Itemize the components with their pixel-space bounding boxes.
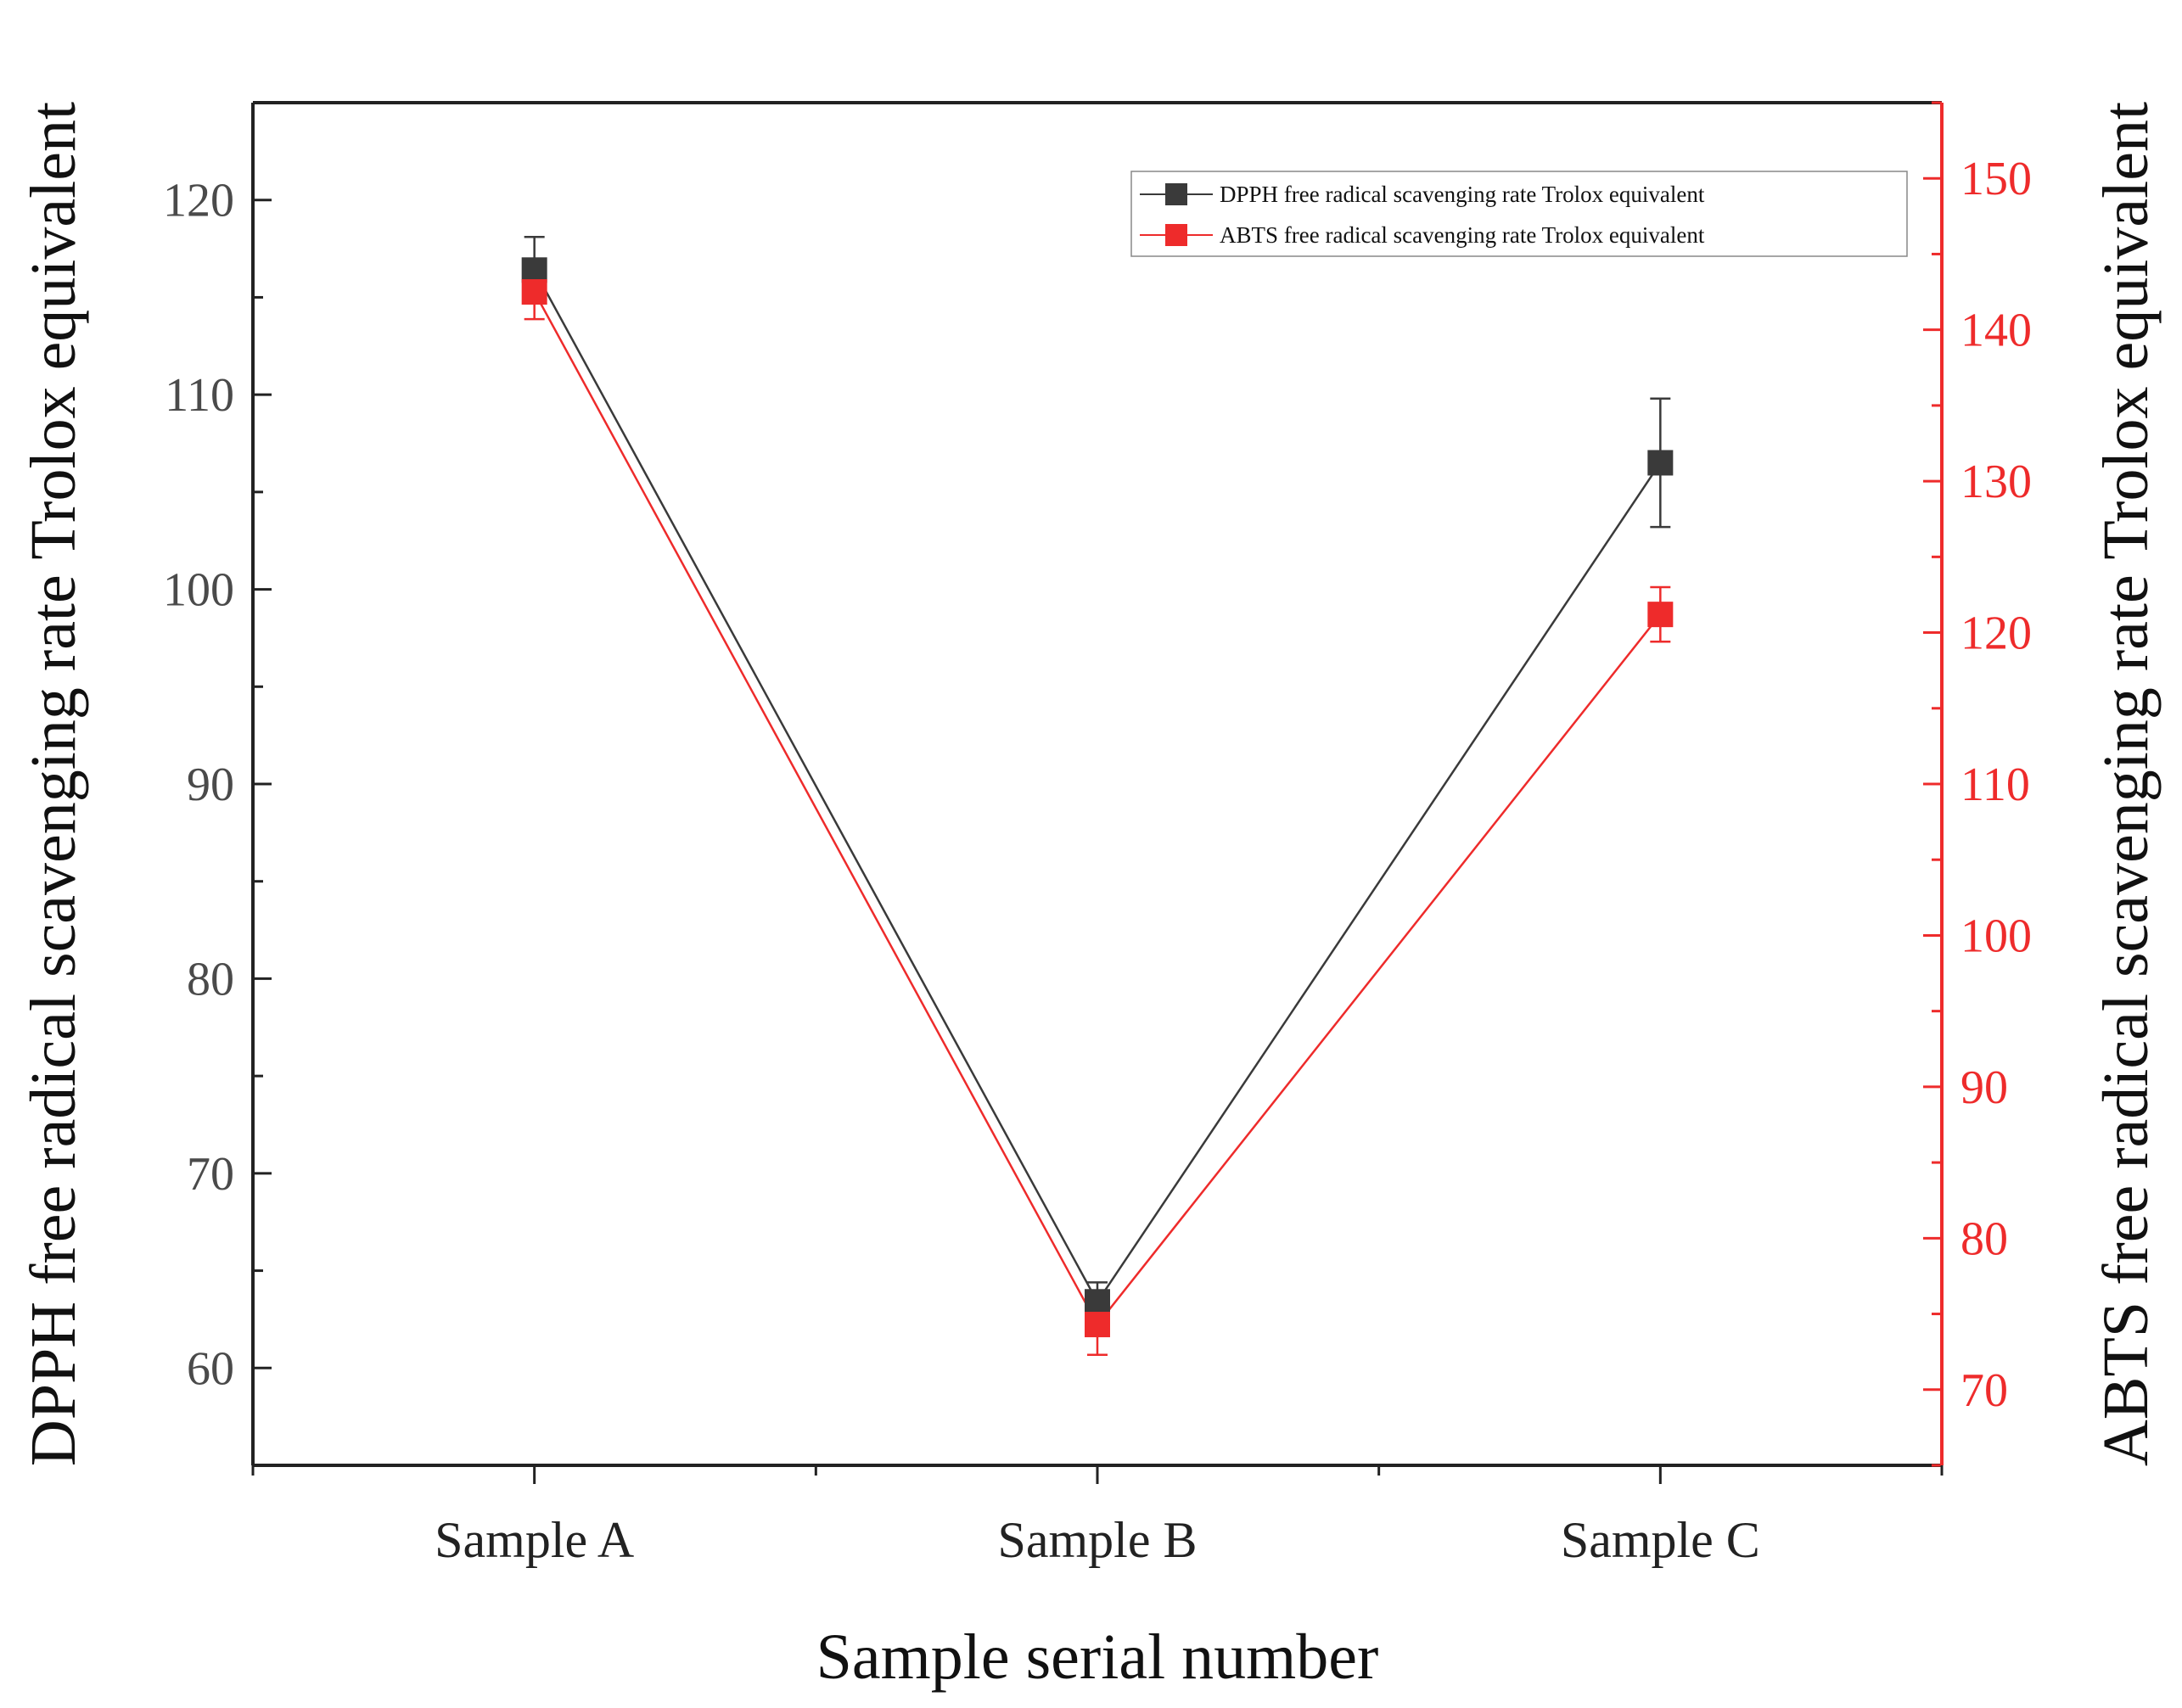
left-y-tick-label: 120 [163, 175, 234, 227]
right-y-tick-label: 140 [1960, 305, 2032, 357]
dpph-point-marker [1085, 1289, 1110, 1315]
right-y-tick-label: 70 [1960, 1364, 2008, 1417]
x-tick-label: Sample B [998, 1512, 1198, 1568]
abts-point-marker [521, 279, 547, 305]
right-y-tick-label: 90 [1960, 1061, 2008, 1114]
left-y-tick-label: 100 [163, 564, 234, 617]
abts-legend-label: ABTS free radical scavenging rate Trolox… [1220, 222, 1705, 248]
right-y-tick-label: 110 [1960, 759, 2030, 811]
abts-point-marker [1647, 602, 1674, 628]
legend-box [1130, 171, 1908, 257]
x-tick-label: Sample A [435, 1512, 634, 1568]
dpph-legend-label: DPPH free radical scavenging rate Trolox… [1220, 182, 1705, 207]
left-y-tick-label: 90 [187, 759, 234, 811]
abts-legend-marker [1165, 224, 1187, 246]
left-y-tick-label: 70 [187, 1148, 234, 1201]
left-y-tick-label: 110 [165, 369, 234, 422]
right-y-tick-label: 130 [1960, 456, 2032, 508]
abts-series-line [533, 291, 1662, 1327]
left-y-tick-label: 80 [187, 953, 234, 1005]
x-axis-title: Sample serial number [816, 1621, 1379, 1693]
right-y-tick-label: 150 [1960, 153, 2032, 205]
dpph-point-marker [521, 257, 547, 283]
x-tick-label: Sample C [1561, 1512, 1760, 1568]
dpph-series-line [533, 269, 1662, 1304]
left-y-axis-title: DPPH free radical scavenging rate Trolox… [18, 102, 89, 1466]
dpph-legend-marker [1165, 183, 1187, 205]
abts-point-marker [1085, 1312, 1110, 1338]
right-y-tick-label: 100 [1960, 910, 2032, 962]
right-y-axis-title: ABTS free radical scavenging rate Trolox… [2090, 102, 2162, 1466]
right-y-tick-label: 120 [1960, 608, 2032, 660]
right-y-tick-label: 80 [1960, 1212, 2008, 1265]
left-y-tick-label: 60 [187, 1342, 234, 1395]
dpph-point-marker [1647, 450, 1674, 476]
